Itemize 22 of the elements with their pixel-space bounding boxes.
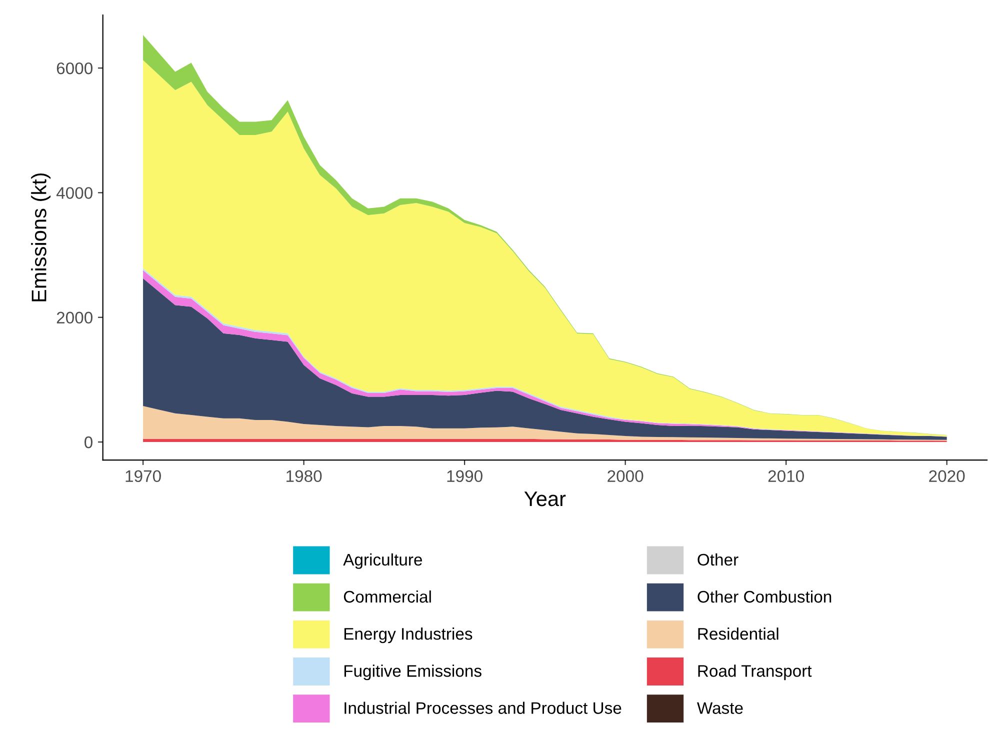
y-tick-label: 6000: [56, 62, 92, 74]
legend-label: Other: [698, 553, 738, 566]
legend-label: Industrial Processes and Product Use: [344, 702, 622, 714]
x-tick-label: 1970: [126, 470, 161, 482]
legend-label: Other Combustion: [698, 590, 832, 603]
legend-label: Residential: [698, 628, 778, 640]
x-tick-label: 2000: [608, 470, 644, 482]
y-tick-label: 0: [84, 436, 92, 448]
x-tick-label: 1980: [286, 470, 322, 482]
x-tick-label: 1990: [447, 470, 482, 482]
legend-label: Energy Industries: [344, 628, 472, 644]
legend-label: Road Transport: [698, 664, 812, 680]
x-tick-label: 2010: [768, 470, 804, 482]
x-tick-label: 2020: [929, 470, 965, 482]
y-axis-title: Emissions (kt): [31, 173, 50, 302]
y-tick-label: 4000: [56, 187, 92, 199]
y-tick-label: 2000: [56, 312, 92, 324]
legend-label: Agriculture: [343, 553, 422, 569]
legend-label: Fugitive Emissions: [344, 664, 482, 680]
legend-label: Commercial: [344, 590, 431, 603]
x-axis-title: Year: [524, 492, 566, 506]
legend-label: Waste: [696, 702, 743, 714]
